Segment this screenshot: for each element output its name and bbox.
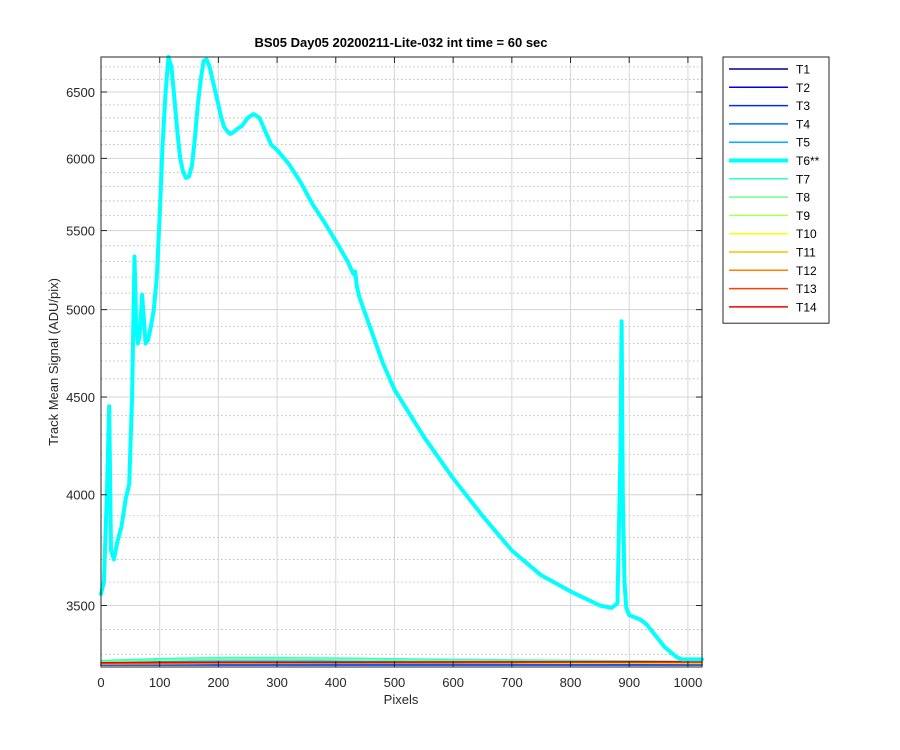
y-tick-label: 4500 xyxy=(66,390,95,405)
y-axis-label: Track Mean Signal (ADU/pix) xyxy=(46,278,61,446)
legend-label: T2 xyxy=(796,81,810,95)
x-tick-label: 1000 xyxy=(673,675,702,690)
series-line-t7 xyxy=(100,656,703,663)
y-tick-label: 3500 xyxy=(66,599,95,614)
y-tick-label: 4000 xyxy=(66,488,95,503)
legend-label: T5 xyxy=(796,136,810,150)
y-tick-label: 5000 xyxy=(66,303,95,318)
x-tick-label: 500 xyxy=(384,675,406,690)
axes-box xyxy=(100,56,703,668)
legend-label: T6** xyxy=(796,154,820,168)
y-tick-label: 6000 xyxy=(66,151,95,166)
legend-box xyxy=(722,56,830,324)
series-line-t6 xyxy=(99,55,704,662)
chart-title: BS05 Day05 20200211-Lite-032 int time = … xyxy=(254,35,547,50)
legend-label: T14 xyxy=(796,300,817,314)
legend-label: T8 xyxy=(796,191,810,205)
x-axis-label: Pixels xyxy=(384,692,419,707)
x-tick-label: 400 xyxy=(325,675,347,690)
legend-label: T10 xyxy=(796,227,817,241)
legend: T1 T2 T3 T4 T5 T6** T7 T8 T9 T10 T11 T12 T13 T14 xyxy=(722,56,830,324)
y-tick-label: 5500 xyxy=(66,224,95,239)
plot-background xyxy=(101,57,702,667)
legend-label: T7 xyxy=(796,172,810,186)
legend-label: T1 xyxy=(796,63,810,77)
x-tick-label: 300 xyxy=(266,675,288,690)
plot-area: 0 100 200 300 400 500 600 700 800 900 1000 3500 4000… xyxy=(66,55,704,690)
x-tick-label: 100 xyxy=(149,675,171,690)
x-tick-label: 200 xyxy=(208,675,230,690)
x-tick-label: 800 xyxy=(560,675,582,690)
legend-label: T4 xyxy=(796,117,810,131)
legend-label: T13 xyxy=(796,282,817,296)
x-tick-label: 700 xyxy=(501,675,523,690)
x-tick-label: 0 xyxy=(97,675,104,690)
y-tick-label: 6500 xyxy=(66,85,95,100)
series-line-t14 xyxy=(100,660,703,664)
x-tick-label: 600 xyxy=(442,675,464,690)
x-tick-label: 900 xyxy=(618,675,640,690)
legend-label: T9 xyxy=(796,209,810,223)
legend-label: T11 xyxy=(796,246,816,260)
legend-label: T3 xyxy=(796,99,810,113)
legend-label: T12 xyxy=(796,264,817,278)
